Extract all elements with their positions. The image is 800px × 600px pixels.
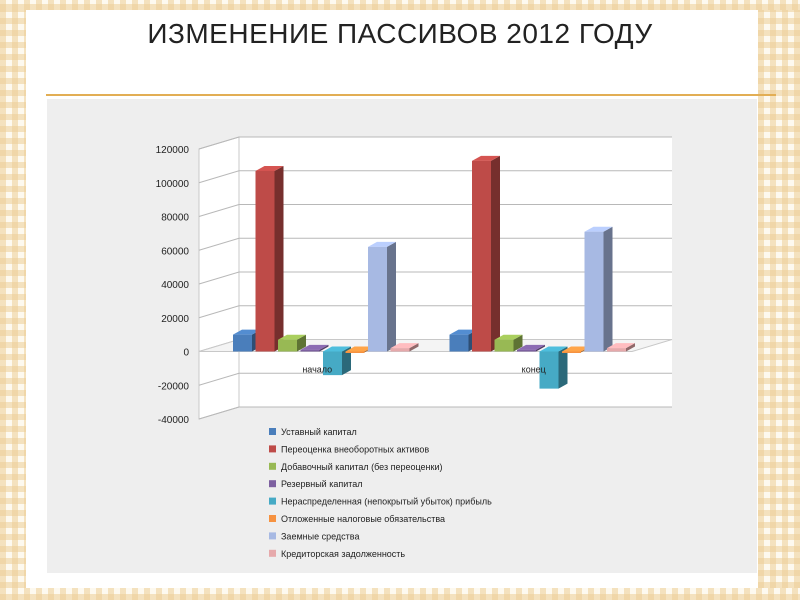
title-divider <box>46 94 776 96</box>
y-tick-label: 120000 <box>156 145 190 156</box>
gridline <box>198 136 672 150</box>
bar-top <box>368 241 396 247</box>
x-category-label: конец <box>522 364 546 374</box>
bar-top <box>278 334 306 340</box>
bar-top <box>494 334 523 340</box>
bar <box>278 334 306 352</box>
bar-front <box>472 160 491 352</box>
legend-label: Нераспределенная (непокрытый убыток) при… <box>281 497 492 507</box>
bar-top <box>390 343 419 349</box>
legend-swatch <box>269 549 276 557</box>
bar-top <box>255 165 284 171</box>
bar-front <box>300 349 320 352</box>
bar-side <box>558 346 568 389</box>
y-tick-label: 60000 <box>161 246 189 257</box>
legend-label: Резервный капитал <box>281 479 363 489</box>
bar-top <box>449 329 478 335</box>
bar-side <box>342 346 351 376</box>
bar-top <box>300 344 329 350</box>
bar-front <box>517 349 536 352</box>
legend-label: Добавочный капитал (без переоценки) <box>281 462 443 472</box>
bar <box>517 344 545 352</box>
bar <box>472 155 500 352</box>
gridline <box>198 305 672 319</box>
bar-front <box>449 334 469 352</box>
bar-front <box>345 351 365 353</box>
bar-top <box>517 344 545 350</box>
bar <box>607 343 635 352</box>
bar-front <box>539 351 559 389</box>
bar <box>494 334 523 352</box>
bar <box>368 241 396 352</box>
bar-top <box>345 346 374 352</box>
bar-side <box>513 334 523 352</box>
y-tick-label: 20000 <box>161 314 189 325</box>
bar-side <box>626 343 635 352</box>
legend-swatch <box>269 480 276 488</box>
bar-front <box>255 170 275 352</box>
gridline <box>198 170 672 184</box>
bar-front <box>233 334 252 352</box>
y-tick-label: -40000 <box>158 415 190 426</box>
gridline <box>198 204 672 217</box>
legend-swatch <box>269 532 276 540</box>
legend-swatch <box>269 515 276 522</box>
y-tick-label: 100000 <box>156 179 190 190</box>
bar <box>255 165 284 352</box>
bar-side <box>491 155 500 352</box>
bar <box>584 226 613 352</box>
bar-top <box>607 343 635 349</box>
y-tick-label: 80000 <box>161 213 189 224</box>
legend-swatch <box>269 497 276 505</box>
bar-front <box>607 348 626 352</box>
bar-front <box>494 339 514 352</box>
bar-top <box>584 226 613 232</box>
bar <box>300 344 329 352</box>
bar-front <box>390 348 410 352</box>
legend-swatch <box>269 428 276 435</box>
gridline <box>198 271 672 285</box>
gridline <box>198 237 672 251</box>
bar <box>323 346 351 376</box>
slide-border-bottom <box>0 588 800 600</box>
bar-front <box>562 351 581 353</box>
legend-label: Отложенные налоговые обязательства <box>281 514 445 524</box>
y-tick-label: -20000 <box>158 381 190 392</box>
bar <box>390 343 419 352</box>
legend-swatch <box>269 462 276 470</box>
bar <box>539 346 568 389</box>
bar-top <box>562 346 590 352</box>
y-tick-label: 40000 <box>161 280 189 291</box>
bar-top <box>233 329 261 335</box>
bar-front <box>323 351 342 376</box>
bar-side <box>274 165 284 352</box>
bar-top <box>539 346 568 352</box>
bar-side <box>603 226 613 352</box>
bar-side <box>387 241 396 352</box>
slide-border-top <box>0 0 800 10</box>
slide-border-right <box>758 0 800 600</box>
legend-label: Уставный капитал <box>281 427 357 437</box>
gridline <box>198 372 672 386</box>
bar-side <box>297 334 306 352</box>
bar-side <box>536 344 545 352</box>
legend-label: Переоценка внеоборотных активов <box>281 444 429 454</box>
bar-front <box>368 246 387 352</box>
chart-panel: -40000 -20000 0 20000 40000 60000 80000 100000 1… <box>47 99 757 573</box>
x-category-label: начало <box>302 364 332 374</box>
legend-swatch <box>269 445 276 453</box>
bar-top <box>472 155 500 161</box>
bar-front <box>278 339 297 352</box>
gridline <box>198 406 672 420</box>
bar-top <box>323 346 351 352</box>
slide-title: ИЗМЕНЕНИЕ ПАССИВОВ 2012 ГОДУ <box>147 18 653 49</box>
bar-side <box>319 344 329 352</box>
chart: -40000 -20000 0 20000 40000 60000 80000 100000 1… <box>156 136 673 559</box>
slide-border-left <box>0 0 26 600</box>
legend-label: Кредиторская задолженность <box>281 549 405 559</box>
y-tick-label: 0 <box>183 348 189 359</box>
legend-label: Заемные средства <box>281 531 359 541</box>
bar-front <box>584 231 604 352</box>
bar-side <box>409 343 419 352</box>
